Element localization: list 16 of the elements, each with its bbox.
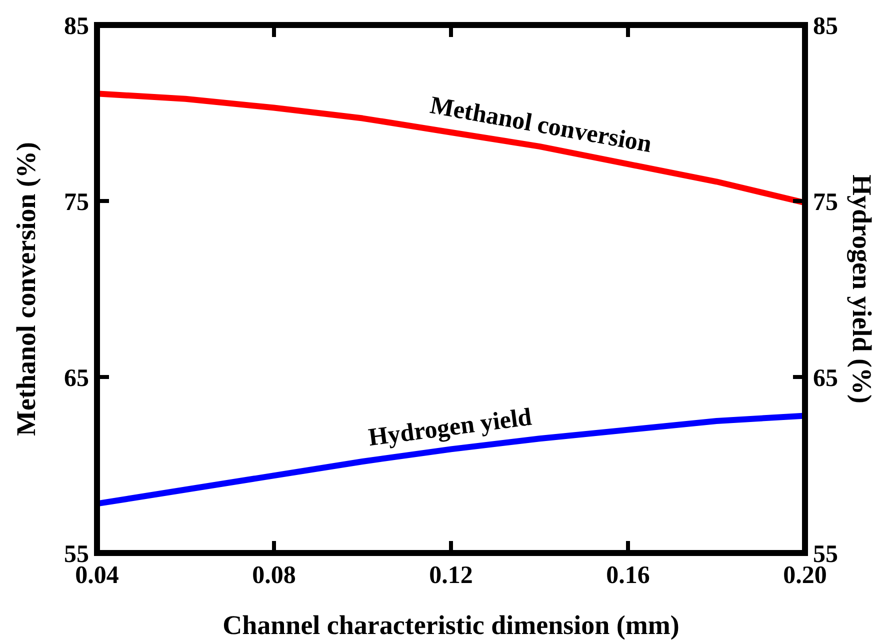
y-tick-label: 65 — [64, 365, 89, 392]
x-tick-label: 0.12 — [429, 562, 473, 589]
x-tick-label: 0.08 — [252, 562, 296, 589]
x-tick-label: 0.16 — [606, 562, 650, 589]
x-tick-label: 0.20 — [783, 562, 827, 589]
y2-axis-title: Hydrogen yield (%) — [847, 174, 877, 404]
x-tick-label: 0.04 — [75, 562, 120, 589]
y2-tick-label: 75 — [813, 189, 838, 216]
text: Hydrogen yield — [366, 404, 534, 452]
y2-tick-label: 85 — [813, 13, 838, 40]
text: Methanol conversion — [428, 92, 654, 158]
y-tick-label: 75 — [64, 189, 89, 216]
x-axis-title: Channel characteristic dimension (mm) — [222, 610, 680, 640]
y2-tick-label: 65 — [813, 365, 838, 392]
y-axis-title: Methanol conversion (%) — [11, 142, 41, 436]
y-tick-label: 85 — [64, 13, 89, 40]
